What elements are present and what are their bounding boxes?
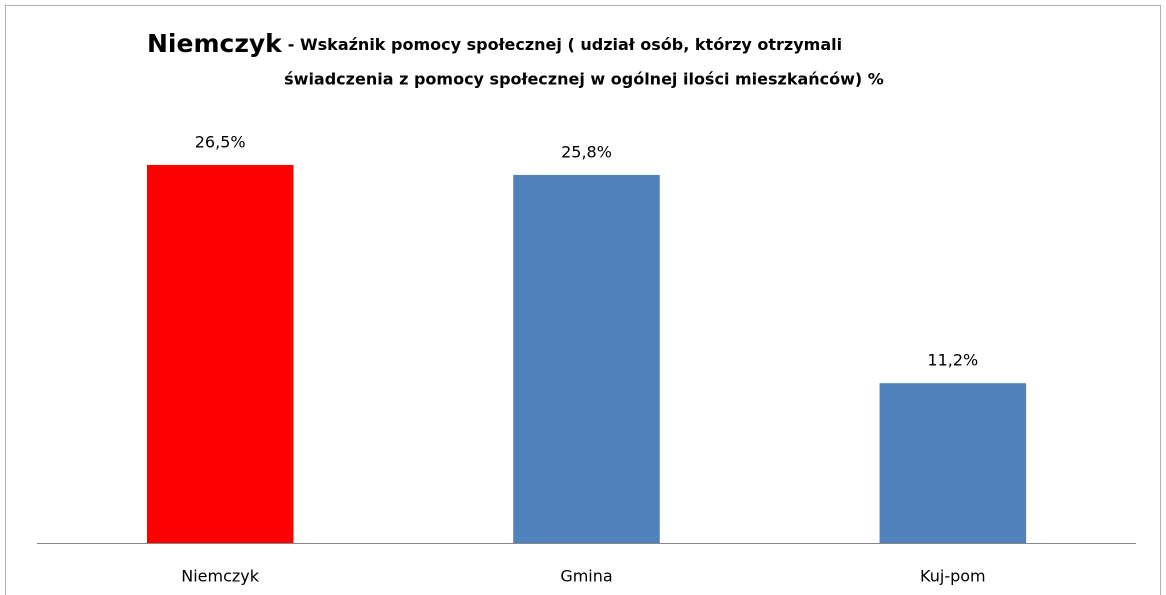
bar bbox=[146, 164, 294, 543]
x-tick-label: Kuj-pom bbox=[920, 567, 986, 586]
x-tick-label: Niemczyk bbox=[181, 567, 260, 586]
title-line: Niemczyk - Wskaźnik pomocy społecznej ( u… bbox=[147, 29, 842, 58]
x-tick-label: Gmina bbox=[560, 567, 612, 586]
chart-title: Niemczyk bbox=[147, 29, 283, 58]
chart-subtitle: świadczenia z pomocy społecznej w ogólne… bbox=[284, 70, 884, 89]
chart-subtitle: - Wskaźnik pomocy społecznej ( udział os… bbox=[288, 35, 842, 54]
bar bbox=[879, 383, 1027, 543]
data-label: 25,8% bbox=[561, 142, 612, 161]
data-label: 11,2% bbox=[927, 351, 978, 370]
bar bbox=[513, 174, 660, 544]
data-label: 26,5% bbox=[195, 132, 246, 151]
